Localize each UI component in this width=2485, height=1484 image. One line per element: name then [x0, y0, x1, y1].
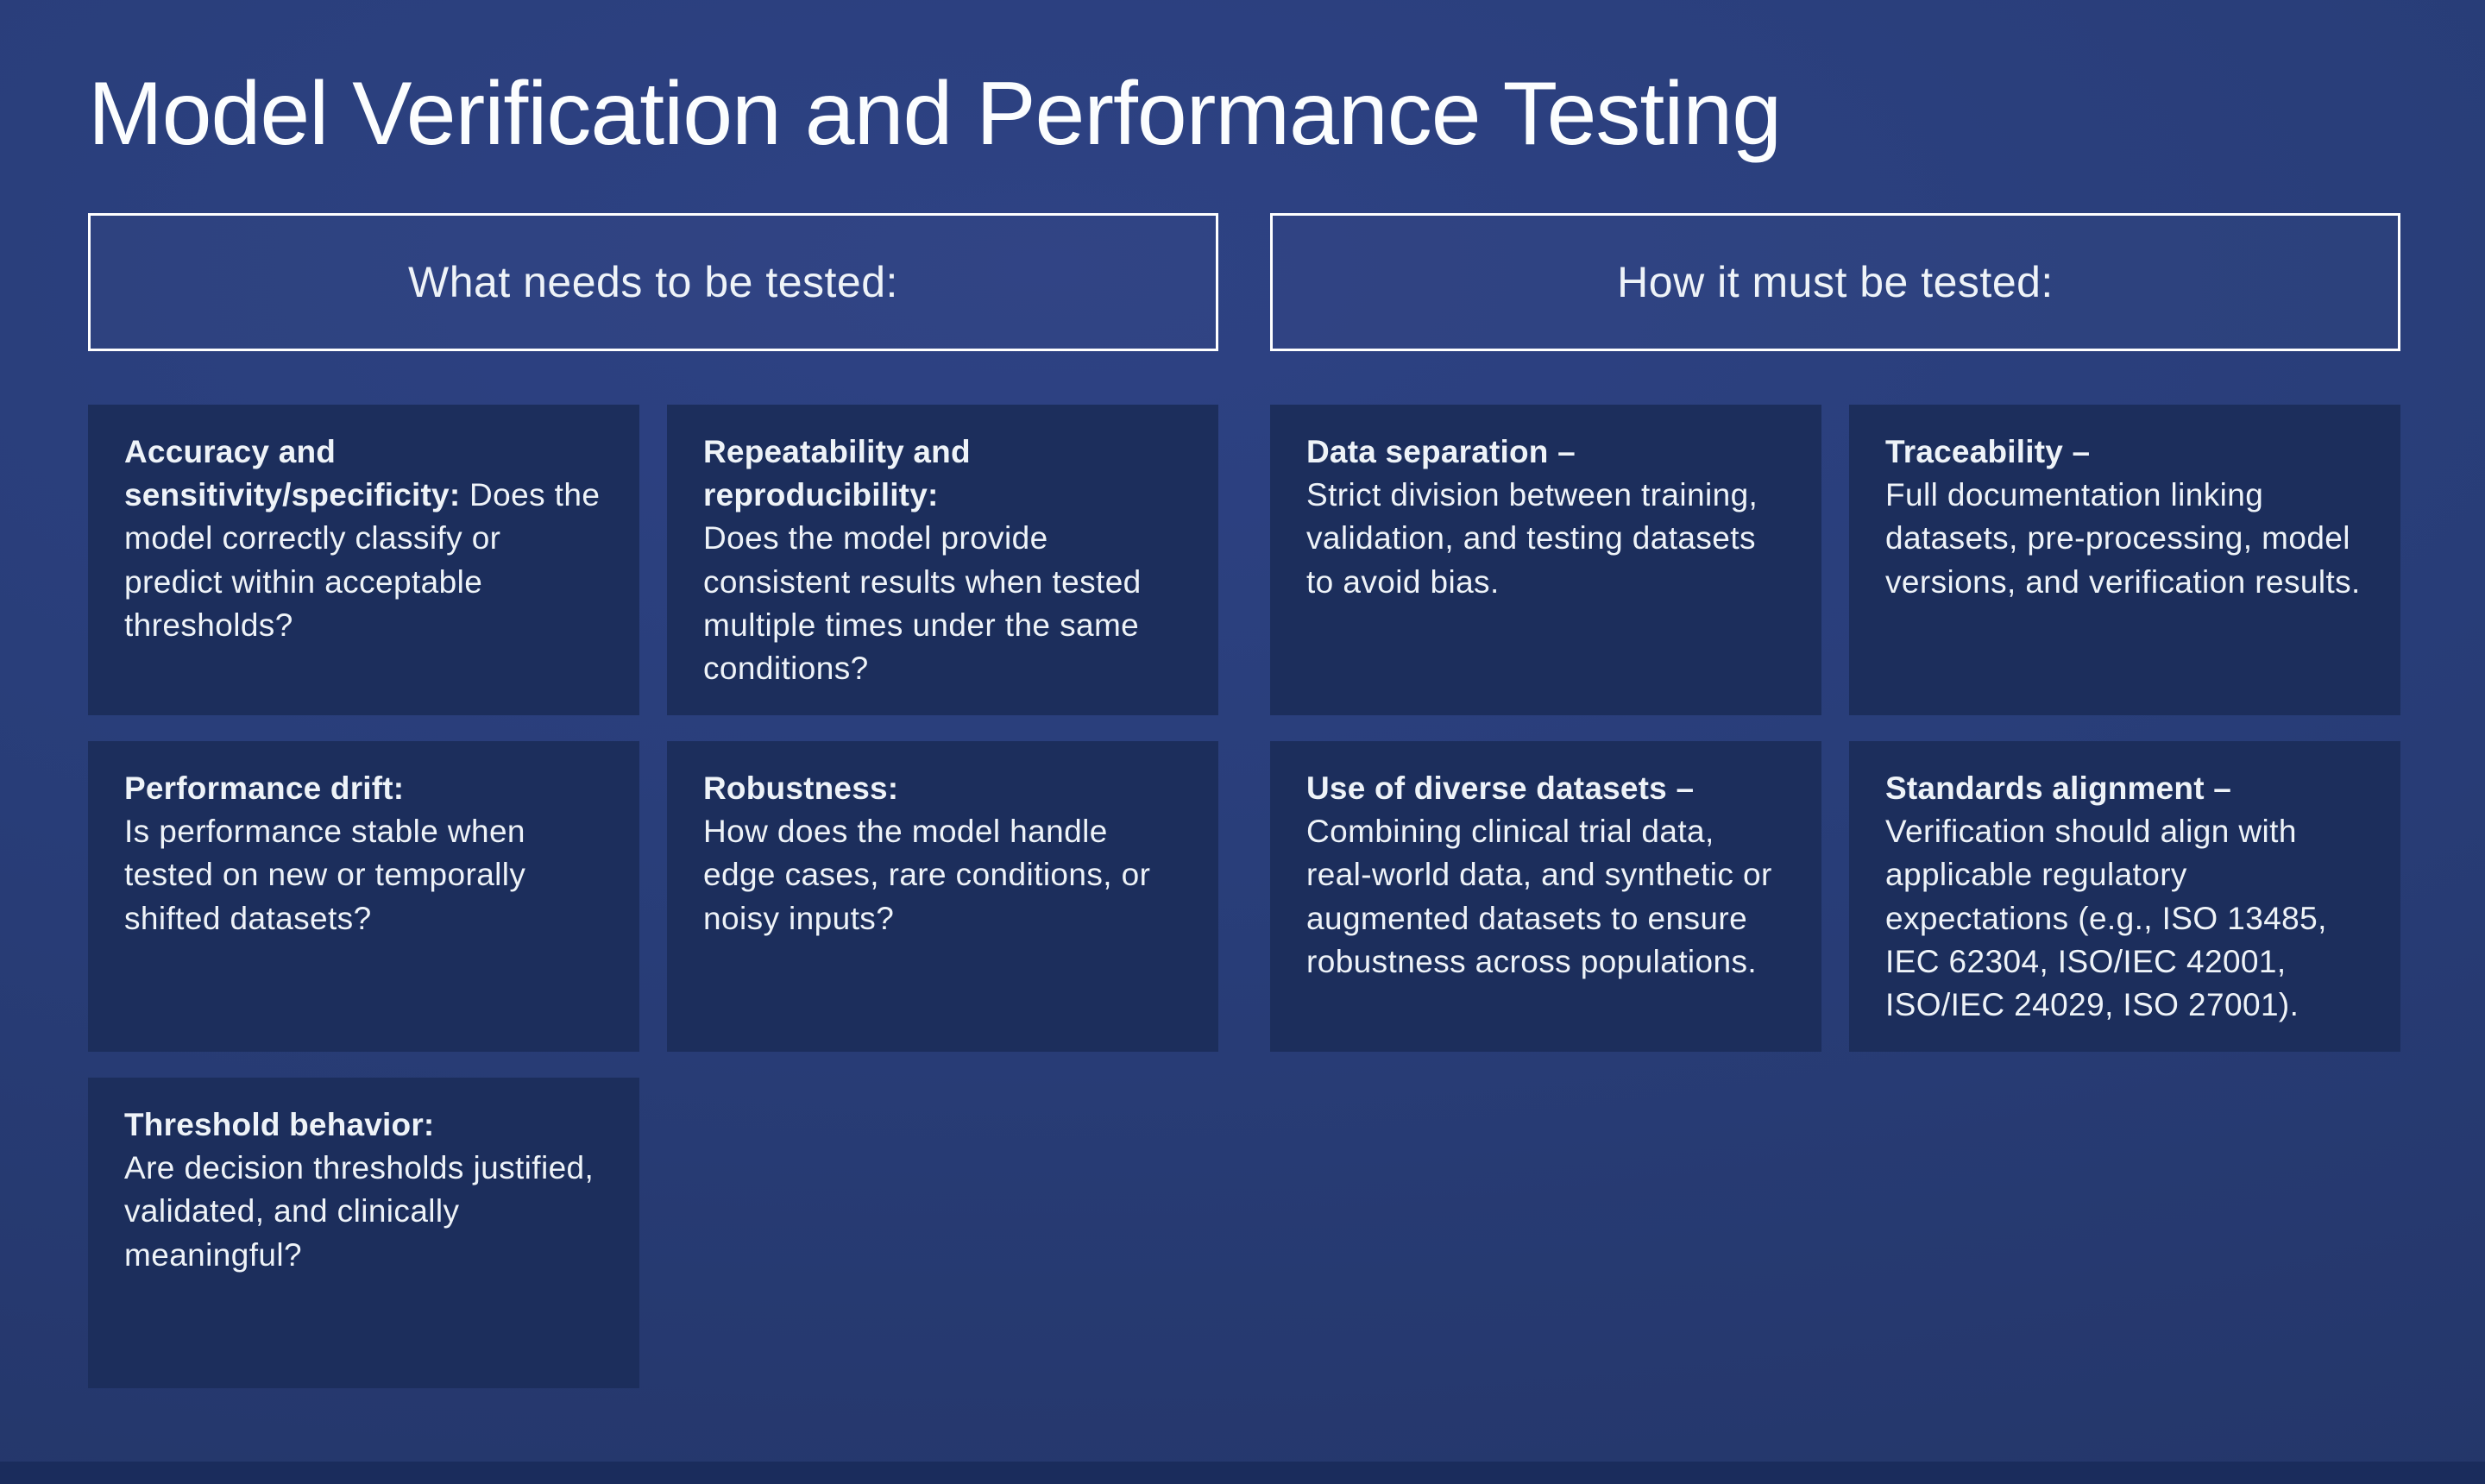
card-body: Combining clinical trial data, real-worl… — [1306, 814, 1772, 980]
card-body: Does the model correctly classify or pre… — [124, 477, 601, 644]
card-text: Robustness: How does the model handle ed… — [703, 767, 1182, 940]
card-lead: Use of diverse datasets – — [1306, 770, 1695, 806]
right-card-group: Data separation – Strict division betwee… — [1270, 404, 2400, 1388]
card-lead: Standards alignment – — [1885, 770, 2232, 806]
card-traceability: Traceability – Full documentation linkin… — [1849, 404, 2400, 715]
card-accuracy-sensitivity: Accuracy and sensitivity/specificity: Do… — [88, 404, 639, 715]
card-body: Is performance stable when tested on new… — [124, 814, 526, 936]
card-body: Does the model provide consistent result… — [703, 520, 1142, 687]
right-column-header: How it must be tested: — [1270, 212, 2400, 351]
card-lead: Robustness: — [703, 770, 899, 806]
footer-strip — [0, 1462, 2485, 1484]
card-body: Full documentation linking datasets, pre… — [1885, 477, 2361, 600]
card-text: Accuracy and sensitivity/specificity: Do… — [124, 431, 603, 648]
card-body: Are decision thresholds justified, valid… — [124, 1150, 595, 1273]
card-text: Performance drift: Is performance stable… — [124, 767, 603, 940]
card-body: Strict division between training, valida… — [1306, 477, 1758, 600]
left-column-header: What needs to be tested: — [88, 212, 1218, 351]
card-body: How does the model handle edge cases, ra… — [703, 814, 1151, 936]
card-lead: Traceability – — [1885, 433, 2091, 469]
card-diverse-datasets: Use of diverse datasets – Combining clin… — [1270, 740, 1821, 1052]
card-lead: Data separation – — [1306, 433, 1576, 469]
card-lead: Performance drift: — [124, 770, 405, 806]
card-text: Threshold behavior: Are decision thresho… — [124, 1104, 603, 1277]
cards-area: Accuracy and sensitivity/specificity: Do… — [88, 404, 2400, 1388]
card-text: Repeatability and reproducibility: Does … — [703, 431, 1182, 691]
column-headers-row: What needs to be tested: How it must be … — [88, 212, 2400, 351]
card-threshold-behavior: Threshold behavior: Are decision thresho… — [88, 1077, 639, 1388]
card-data-separation: Data separation – Strict division betwee… — [1270, 404, 1821, 715]
card-lead: Accuracy and sensitivity/specificity: — [124, 433, 461, 513]
card-lead: Threshold behavior: — [124, 1106, 435, 1142]
page-title: Model Verification and Performance Testi… — [88, 64, 1782, 164]
card-performance-drift: Performance drift: Is performance stable… — [88, 740, 639, 1052]
card-body: Verification should align with applicabl… — [1885, 814, 2327, 1023]
card-text: Use of diverse datasets – Combining clin… — [1306, 767, 1785, 984]
left-card-group: Accuracy and sensitivity/specificity: Do… — [88, 404, 1218, 1388]
card-text: Traceability – Full documentation linkin… — [1885, 431, 2364, 604]
card-text: Standards alignment – Verification shoul… — [1885, 767, 2364, 1028]
card-robustness: Robustness: How does the model handle ed… — [667, 740, 1218, 1052]
card-text: Data separation – Strict division betwee… — [1306, 431, 1785, 604]
card-standards-alignment: Standards alignment – Verification shoul… — [1849, 740, 2400, 1052]
card-lead: Repeatability and reproducibility: — [703, 433, 971, 513]
card-repeatability: Repeatability and reproducibility: Does … — [667, 404, 1218, 715]
